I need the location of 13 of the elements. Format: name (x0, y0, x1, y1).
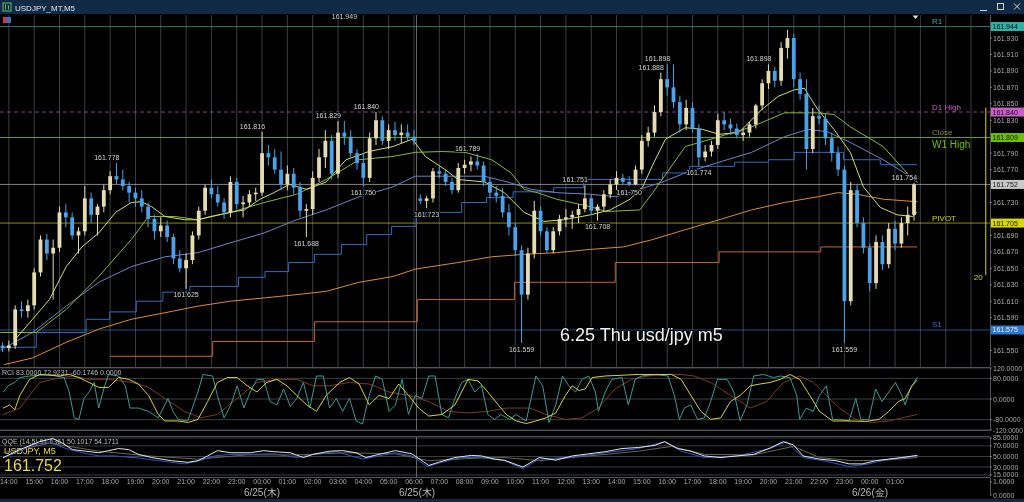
annotation: 6.25 Thu usd/jpy m5 (560, 325, 723, 345)
chart-title: USDJPY_MT,M5 (15, 3, 76, 13)
ref-line-label: Close (932, 128, 953, 138)
annotation: 6/25(木) (243, 487, 281, 498)
annotation: 6/25(木) (398, 487, 436, 498)
annotation: 161.752 (4, 457, 62, 474)
ref-line-label: D1 High (932, 102, 961, 112)
ref-line-label: W1 High (932, 138, 971, 150)
annotation: 6/26(金) (851, 487, 889, 498)
annotation: 20 (973, 272, 984, 282)
ref-line-label: R1 (932, 17, 943, 27)
ref-line-label: S1 (932, 320, 943, 330)
ref-line-label: PIVOT (932, 213, 957, 223)
